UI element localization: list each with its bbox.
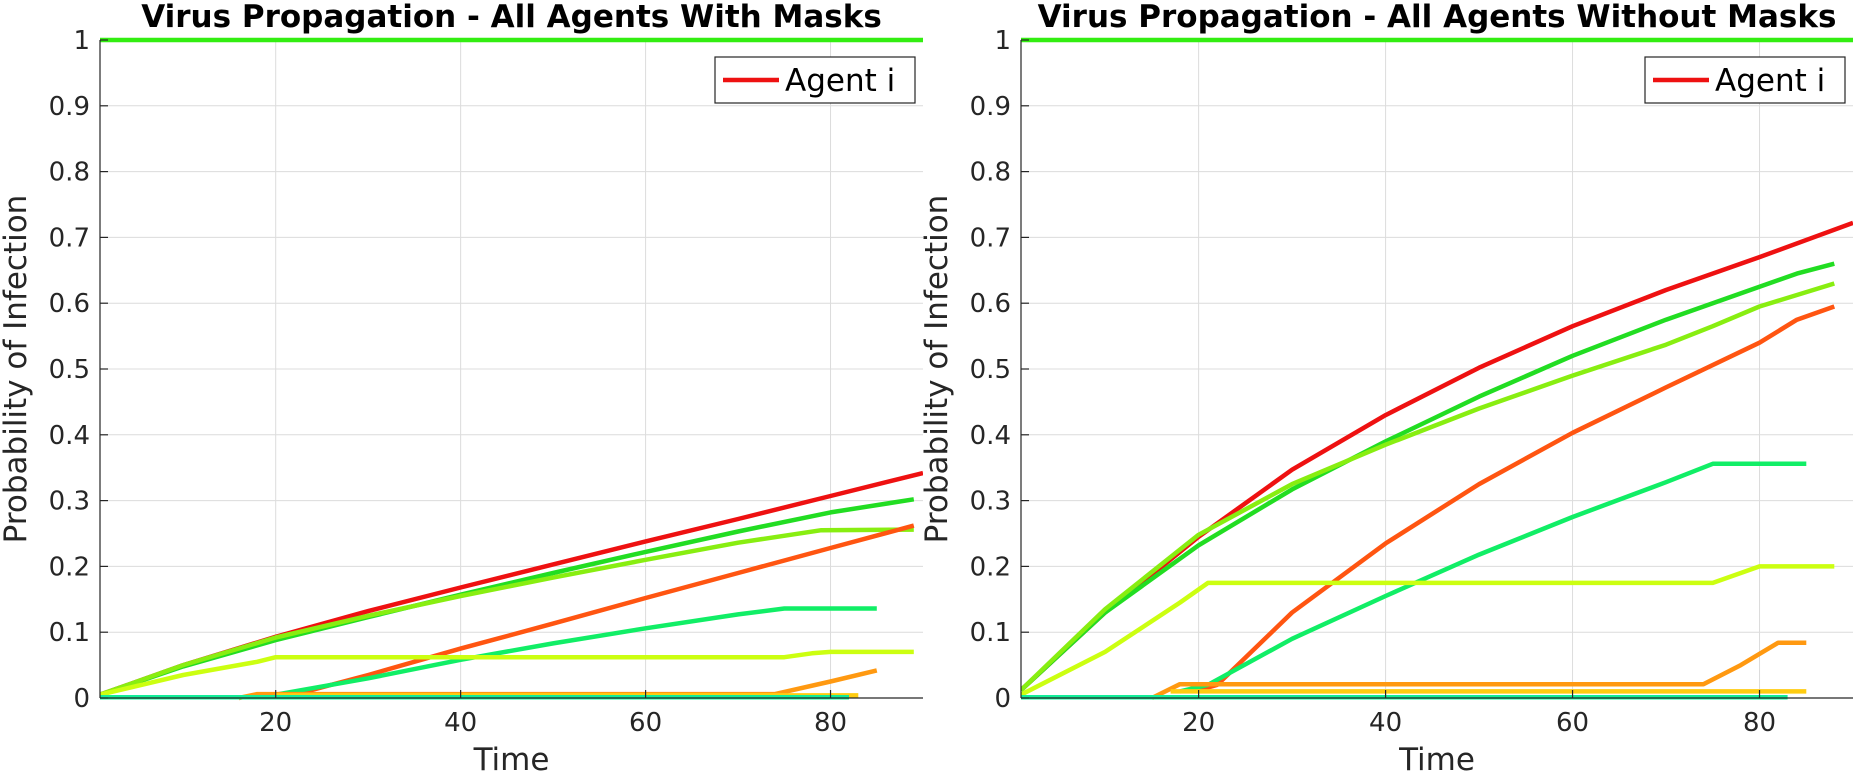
chart-title: Virus Propagation - All Agents With Mask…: [141, 0, 882, 35]
series-line-6: [100, 649, 914, 697]
legend-label: Agent i: [1715, 63, 1825, 99]
series-line-3: [100, 527, 914, 697]
x-tick-label: 20: [259, 708, 292, 738]
y-tick-label: 0.6: [49, 289, 90, 319]
y-tick-label: 0.4: [970, 421, 1011, 451]
y-axis-label: Probability of Infection: [0, 195, 34, 544]
series-line-2: [100, 497, 915, 697]
y-tick-label: 0.2: [970, 552, 1011, 582]
y-tick-label: 0: [73, 684, 90, 714]
series-group: [1021, 37, 1853, 701]
y-tick-label: 0.5: [49, 355, 90, 385]
x-axis-label: Time: [473, 742, 550, 778]
x-tick-label: 20: [1182, 708, 1215, 738]
legend: Agent i: [1644, 56, 1846, 104]
series-line-4: [1197, 304, 1836, 693]
y-tick-label: 0.7: [970, 223, 1011, 253]
legend: Agent i: [714, 56, 916, 104]
series-line-3: [1021, 281, 1835, 692]
x-tick-label: 80: [1743, 708, 1776, 738]
y-tick-label: 0.7: [49, 223, 90, 253]
y-tick-label: 0.8: [49, 158, 90, 188]
series-group: [100, 37, 923, 701]
x-tick-label: 60: [629, 708, 662, 738]
y-tick-label: 0.9: [970, 92, 1011, 122]
series-line-4: [293, 523, 915, 697]
series-line-5: [275, 606, 877, 697]
y-tick-label: 0.3: [970, 487, 1011, 517]
y-tick-label: 1: [73, 26, 90, 56]
x-tick-label: 80: [814, 708, 847, 738]
legend-label: Agent i: [785, 63, 895, 99]
y-tick-label: 0.1: [49, 618, 90, 648]
y-tick-label: 0.2: [49, 552, 90, 582]
series-line-6: [1021, 564, 1835, 697]
chart-title: Virus Propagation - All Agents Without M…: [1038, 0, 1837, 35]
series-line-7: [1150, 640, 1807, 701]
x-axis-label: Time: [1398, 742, 1475, 778]
y-tick-label: 0: [994, 684, 1011, 714]
series-line-5: [1179, 461, 1807, 694]
chart-panel-with-masks: 20 40 60 80 0 0.1 0.2 0.3 0.4 0.5 0.6 0.7 0.8 0.9 1 Tim…: [0, 0, 923, 778]
y-tick-label: 0.6: [970, 289, 1011, 319]
series-line-2: [1021, 261, 1835, 692]
legend-box: [714, 56, 916, 104]
y-axis-label: Probability of Infection: [919, 195, 955, 544]
x-tick-label: 40: [444, 708, 477, 738]
y-tick-label: 0.4: [49, 421, 90, 451]
y-tick-label: 0.8: [970, 158, 1011, 188]
series-line-1: [1021, 220, 1853, 692]
y-tick-label: 0.1: [970, 618, 1011, 648]
x-tick-label: 60: [1556, 708, 1589, 738]
x-tick-label: 40: [1369, 708, 1402, 738]
y-tick-label: 0.5: [970, 355, 1011, 385]
y-tick-label: 0.9: [49, 92, 90, 122]
y-tick-label: 0.3: [49, 487, 90, 517]
y-tick-label: 1: [994, 26, 1011, 56]
chart-panel-without-masks: 20 40 60 80 0 0.1 0.2 0.3 0.4 0.5 0.6 0.7 0.8 0.9 1 Tim…: [919, 0, 1853, 778]
